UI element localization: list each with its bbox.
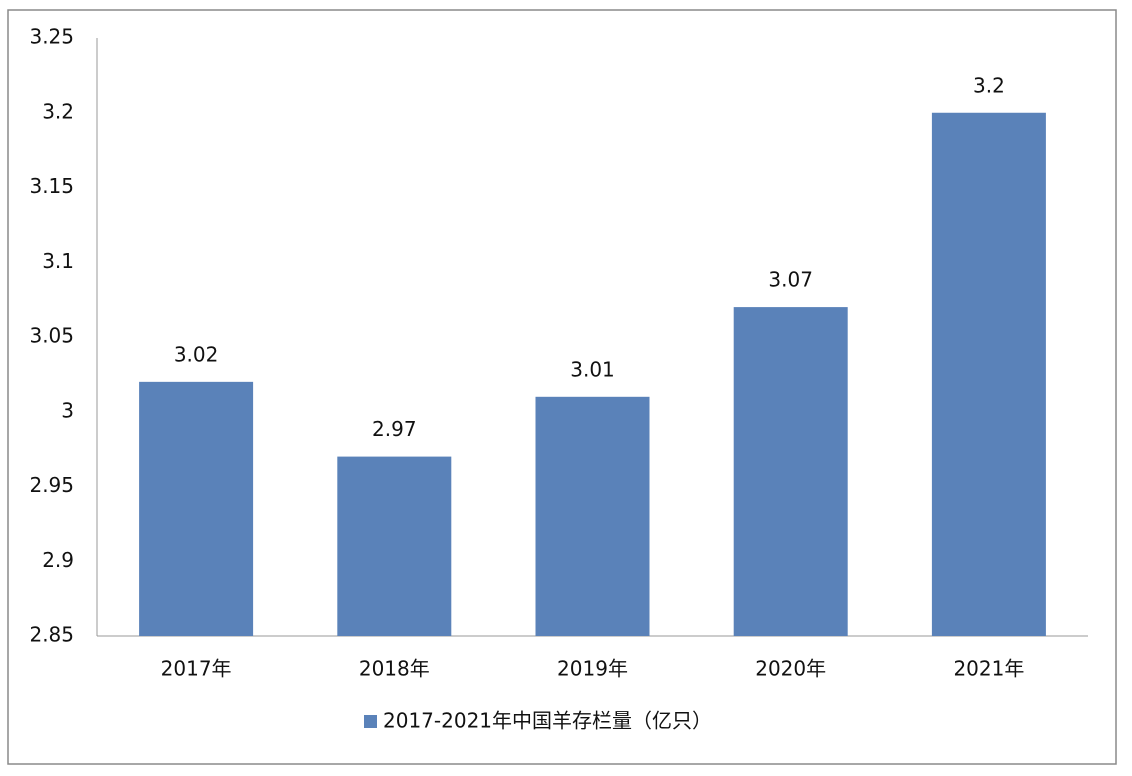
y-tick-label: 2.85: [29, 623, 74, 647]
legend-label: 2017-2021年中国羊存栏量（亿只）: [383, 709, 712, 733]
x-tick-label: 2017年: [161, 657, 232, 681]
data-label: 3.07: [768, 268, 813, 292]
y-tick-label: 3.2: [42, 99, 74, 123]
y-tick-label: 2.95: [29, 473, 74, 497]
y-tick-label: 3.05: [29, 324, 74, 348]
legend-swatch: [364, 715, 377, 728]
bar: [535, 396, 650, 636]
x-tick-label: 2019年: [557, 657, 628, 681]
y-tick-label: 3.15: [29, 174, 74, 198]
bar: [931, 112, 1046, 636]
y-tick-label: 2.9: [42, 548, 74, 572]
bar: [337, 456, 452, 636]
bar: [733, 307, 848, 636]
x-tick-label: 2018年: [359, 657, 430, 681]
bar: [139, 381, 254, 636]
x-tick-label: 2020年: [755, 657, 826, 681]
data-label: 3.2: [973, 73, 1005, 97]
y-tick-label: 3.1: [42, 249, 74, 273]
data-label: 3.02: [174, 342, 219, 366]
data-label: 3.01: [570, 357, 615, 381]
y-tick-label: 3.25: [29, 25, 74, 49]
x-tick-label: 2021年: [953, 657, 1024, 681]
data-label: 2.97: [372, 417, 417, 441]
y-tick-label: 3: [61, 398, 74, 422]
